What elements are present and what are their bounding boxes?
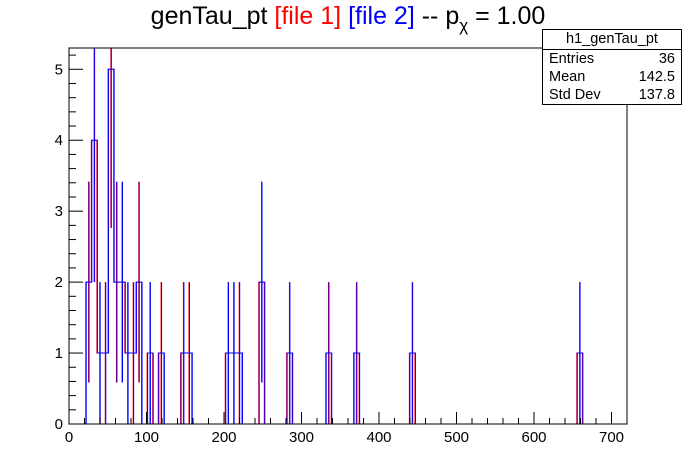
- stats-row-entries: Entries 36: [543, 50, 681, 68]
- y-tick-label: 4: [55, 132, 63, 149]
- y-tick-label: 5: [55, 61, 63, 78]
- series-file-1: [85, 48, 583, 424]
- y-tick-label: 2: [55, 274, 63, 291]
- title-pchi-subscript: χ: [459, 16, 469, 35]
- stats-label: Entries: [549, 51, 595, 67]
- series-file-2: [85, 48, 584, 424]
- chart-title: genTau_pt [file 1] [file 2] -- pχ = 1.00: [0, 2, 696, 36]
- x-tick-label: 0: [65, 429, 73, 446]
- stats-box: h1_genTau_pt Entries 36 Mean 142.5 Std D…: [542, 29, 682, 105]
- y-tick-label: 0: [55, 416, 63, 433]
- x-tick-label: 200: [211, 429, 236, 446]
- stats-row-stddev: Std Dev 137.8: [543, 86, 681, 104]
- axes-group: 0 100 200 300 400 500 600 700 0 1 2 3 4 5: [55, 47, 628, 446]
- series-group: [85, 48, 584, 424]
- stats-title: h1_genTau_pt: [543, 30, 681, 50]
- x-tick-label: 700: [599, 429, 624, 446]
- x-tick-label: 600: [521, 429, 546, 446]
- histogram-outline: [85, 68, 583, 424]
- stats-label: Std Dev: [549, 87, 601, 103]
- stats-row-mean: Mean 142.5: [543, 68, 681, 86]
- y-tick-label: 3: [55, 203, 63, 220]
- x-tick-label: 300: [289, 429, 314, 446]
- stats-value: 137.8: [638, 87, 675, 103]
- title-file2-label: [file 2]: [348, 2, 415, 30]
- stats-label: Mean: [549, 69, 586, 85]
- title-file1-label: [file 1]: [274, 2, 342, 30]
- title-pchi-value: = 1.00: [475, 2, 546, 30]
- stats-value: 142.5: [638, 69, 675, 85]
- title-hist-name: genTau_pt: [150, 2, 268, 30]
- x-tick-label: 100: [134, 429, 159, 446]
- stats-value: 36: [658, 51, 675, 67]
- x-tick-label: 500: [444, 429, 469, 446]
- x-tick-label: 400: [366, 429, 391, 446]
- title-pchi-prefix: -- p: [421, 2, 460, 30]
- y-tick-label: 1: [55, 345, 63, 362]
